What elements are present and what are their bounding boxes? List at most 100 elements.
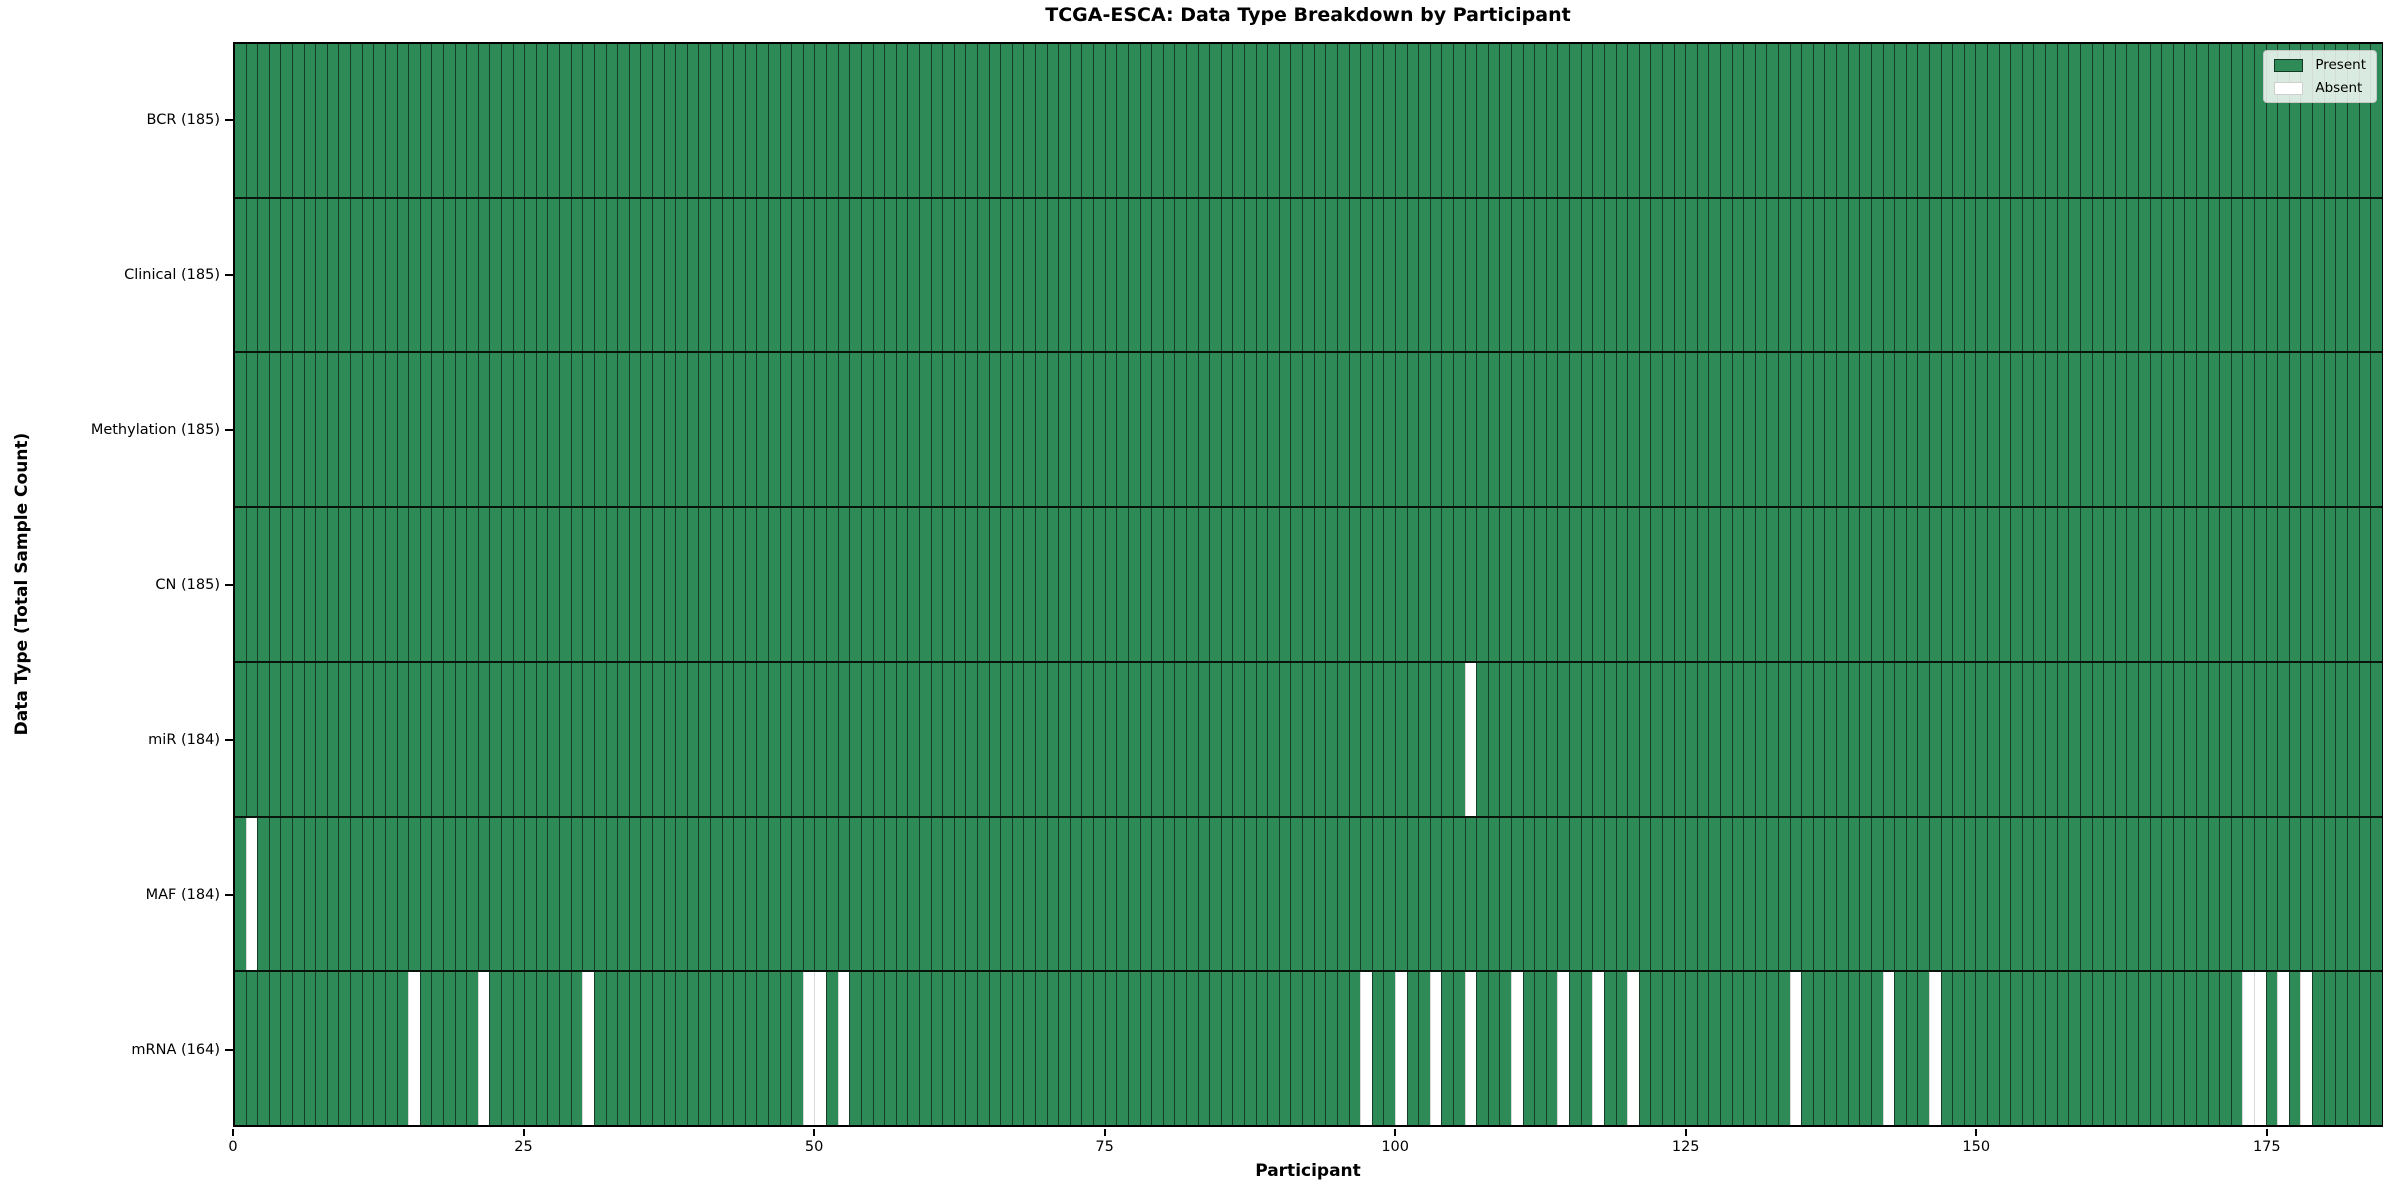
x-tick-mark <box>232 1129 234 1136</box>
matrix-cell <box>1708 44 1720 197</box>
matrix-cell <box>1127 44 1140 197</box>
matrix-cell <box>802 662 815 816</box>
matrix-cell <box>1278 662 1291 816</box>
matrix-cell <box>442 353 455 507</box>
matrix-cell <box>2091 353 2104 507</box>
matrix-cell <box>292 817 304 971</box>
matrix-cell <box>2137 972 2150 1126</box>
matrix-cell <box>1406 662 1419 816</box>
matrix-cell <box>663 198 676 352</box>
matrix-cell <box>2195 198 2208 352</box>
matrix-cell <box>791 662 803 816</box>
matrix-cell <box>2010 817 2022 971</box>
matrix-cell <box>1302 662 1314 816</box>
matrix-cell <box>1720 44 1732 197</box>
matrix-cell <box>1348 508 1361 661</box>
matrix-cell <box>1627 508 1639 661</box>
matrix-cell <box>663 972 676 1126</box>
matrix-cell <box>1209 353 1221 507</box>
matrix-cell <box>860 198 873 352</box>
matrix-cell <box>849 817 861 971</box>
matrix-cell <box>1499 353 1512 507</box>
matrix-cell <box>2010 972 2022 1126</box>
matrix-cell <box>245 353 258 507</box>
matrix-cell <box>2230 353 2243 507</box>
matrix-cell <box>2137 508 2150 661</box>
matrix-cell <box>257 972 269 1126</box>
matrix-cell <box>1383 817 1395 971</box>
matrix-cell <box>361 198 374 352</box>
matrix-cell <box>338 508 351 661</box>
matrix-cell <box>2219 353 2231 507</box>
matrix-cell <box>373 44 385 197</box>
x-tick-label-0: 0 <box>228 1139 238 1155</box>
matrix-cell <box>1209 44 1221 197</box>
matrix-cell <box>1127 198 1140 352</box>
matrix-cell <box>1127 353 1140 507</box>
matrix-cell <box>2149 662 2162 816</box>
matrix-cell <box>2056 662 2069 816</box>
matrix-cell <box>2288 44 2301 197</box>
matrix-cell <box>744 353 757 507</box>
matrix-cell <box>2126 198 2138 352</box>
matrix-cell <box>2033 198 2046 352</box>
matrix-cell <box>663 817 676 971</box>
matrix-cell <box>1801 353 1813 507</box>
matrix-cell <box>1685 353 1697 507</box>
matrix-cell <box>768 662 780 816</box>
matrix-cell <box>1139 353 1152 507</box>
matrix-cell <box>1754 508 1767 661</box>
matrix-cell <box>1534 44 1546 197</box>
matrix-cell <box>2242 508 2255 661</box>
matrix-cell <box>1035 508 1047 661</box>
matrix-cell <box>1534 508 1546 661</box>
matrix-cell <box>1836 972 1848 1126</box>
matrix-cell <box>1174 817 1186 971</box>
matrix-cell <box>2184 198 2196 352</box>
matrix-cell <box>2288 198 2301 352</box>
matrix-cell <box>1824 662 1837 816</box>
matrix-cell <box>849 198 861 352</box>
matrix-cell <box>1197 44 1210 197</box>
matrix-cell <box>1650 353 1662 507</box>
matrix-cell <box>1418 508 1430 661</box>
matrix-cell <box>1952 198 1964 352</box>
x-tick-mark <box>1103 1129 1106 1136</box>
matrix-cell <box>1545 198 1558 352</box>
matrix-cell <box>1406 972 1419 1126</box>
matrix-cell <box>837 972 850 1126</box>
matrix-cell <box>1244 198 1256 352</box>
matrix-cell <box>2300 198 2313 352</box>
matrix-cell <box>826 817 838 971</box>
matrix-cell <box>431 508 443 661</box>
matrix-cell <box>1743 44 1755 197</box>
matrix-cell <box>918 972 931 1126</box>
matrix-cell <box>512 353 525 507</box>
matrix-cell <box>2277 972 2289 1126</box>
matrix-cell <box>733 353 745 507</box>
matrix-cell <box>570 508 583 661</box>
matrix-cell <box>419 353 432 507</box>
matrix-cell <box>1069 972 1082 1126</box>
matrix-cell <box>1418 972 1430 1126</box>
matrix-cell <box>1882 44 1895 197</box>
matrix-cell <box>1801 198 1813 352</box>
matrix-cell <box>698 662 710 816</box>
matrix-cell <box>1394 972 1407 1126</box>
matrix-cell <box>1534 662 1546 816</box>
matrix-cell <box>2126 508 2138 661</box>
matrix-cell <box>2195 44 2208 197</box>
matrix-cell <box>1209 972 1221 1126</box>
matrix-cell <box>431 817 443 971</box>
matrix-cell <box>1812 662 1825 816</box>
matrix-cell <box>977 44 989 197</box>
matrix-cell <box>2161 662 2173 816</box>
matrix-cell <box>2242 972 2255 1126</box>
matrix-cell <box>1870 198 1883 352</box>
matrix-cell <box>442 972 455 1126</box>
matrix-cell <box>1975 508 1988 661</box>
matrix-row-methylation <box>235 351 2382 507</box>
matrix-cell <box>2161 353 2173 507</box>
matrix-cell <box>268 817 281 971</box>
matrix-cell <box>535 198 548 352</box>
